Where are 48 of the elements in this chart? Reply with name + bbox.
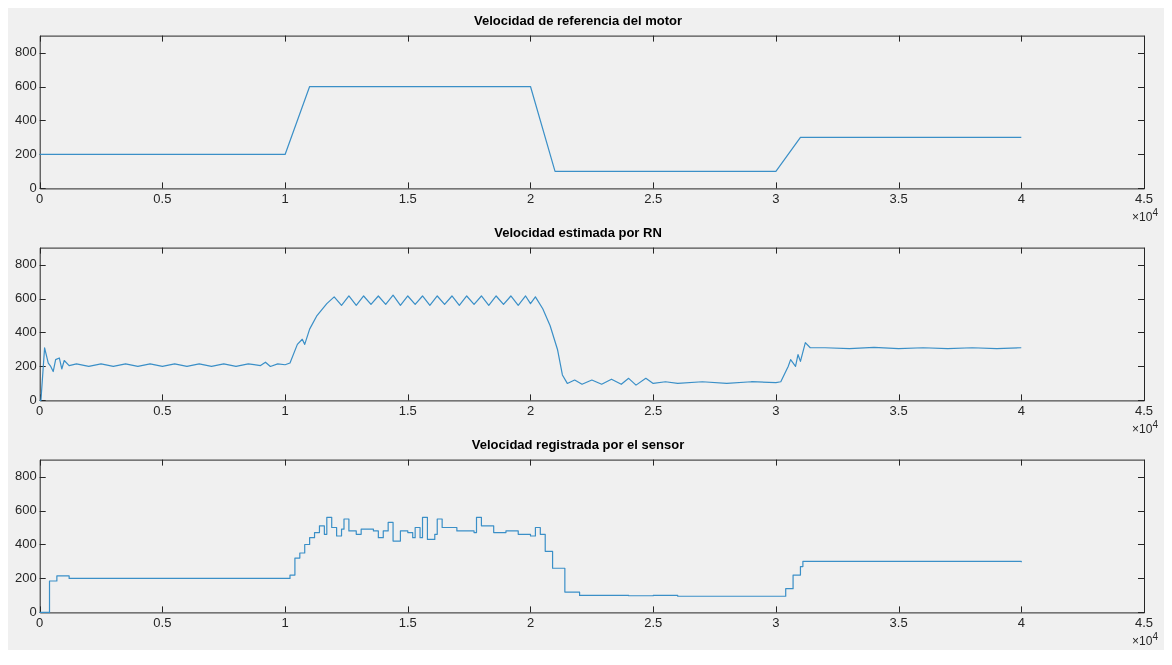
x-tick-label: 4 bbox=[1017, 614, 1025, 630]
y-tick-label: 400 bbox=[14, 536, 37, 552]
x-tick-label: 4 bbox=[1017, 402, 1025, 418]
x-tick-label: 1.5 bbox=[398, 190, 417, 206]
y-tick-label: 800 bbox=[14, 256, 37, 272]
y-tick-label: 0 bbox=[29, 179, 37, 195]
x-tick-label: 1.5 bbox=[398, 402, 417, 418]
x-tick-label: 3 bbox=[772, 402, 780, 418]
text: ×10$^{4}$ bbox=[1132, 631, 1158, 648]
y-tick-label: 200 bbox=[14, 146, 37, 162]
y-tick-label: 400 bbox=[14, 324, 37, 340]
chart-title: Velocidad de referencia del motor bbox=[473, 13, 683, 29]
y-tick-label: 0 bbox=[29, 391, 37, 407]
text: ×10$^{4}$ bbox=[1132, 207, 1158, 224]
x-tick-label: 1 bbox=[281, 402, 289, 418]
x-tick-label: 3.5 bbox=[889, 402, 908, 418]
x-tick-label: 2 bbox=[526, 190, 535, 206]
x-tick-label: 0.5 bbox=[153, 614, 172, 630]
x-tick-label: 2.5 bbox=[644, 190, 663, 206]
y-tick-label: 600 bbox=[14, 78, 37, 94]
x-tick-label: 0.5 bbox=[153, 190, 172, 206]
x-tick-label: 4 bbox=[1017, 190, 1025, 206]
text: ×10$^{4}$ bbox=[1132, 419, 1158, 436]
y-tick-label: 0 bbox=[29, 603, 37, 619]
y-tick-label: 800 bbox=[14, 44, 37, 60]
y-tick-label: 200 bbox=[14, 570, 37, 586]
y-tick-label: 800 bbox=[14, 468, 37, 484]
x-tick-label: 2.5 bbox=[644, 402, 663, 418]
y-tick-label: 600 bbox=[14, 502, 37, 518]
x-tick-label: 0.5 bbox=[153, 402, 172, 418]
y-tick-label: 400 bbox=[14, 112, 37, 128]
x-tick-label: 2.5 bbox=[644, 614, 663, 630]
x-tick-label: 3 bbox=[772, 190, 780, 206]
x-tick-label: 2 bbox=[526, 614, 535, 630]
x-tick-label: 3 bbox=[772, 614, 780, 630]
x-tick-label: 1 bbox=[281, 614, 289, 630]
x-tick-label: 1 bbox=[281, 190, 289, 206]
y-tick-label: 200 bbox=[14, 358, 37, 374]
x-tick-label: 3.5 bbox=[889, 614, 908, 630]
x-tick-label: 4.5 bbox=[1134, 402, 1154, 418]
x-tick-label: 2 bbox=[526, 402, 535, 418]
chart-title: Velocidad registrada por el sensor bbox=[471, 437, 685, 453]
y-tick-label: 600 bbox=[14, 290, 37, 306]
chart-title: Velocidad estimada por RN bbox=[494, 225, 662, 241]
x-tick-label: 3.5 bbox=[889, 190, 908, 206]
x-tick-label: 4.5 bbox=[1134, 614, 1154, 630]
x-tick-label: 1.5 bbox=[398, 614, 417, 630]
x-tick-label: 4.5 bbox=[1134, 190, 1154, 206]
